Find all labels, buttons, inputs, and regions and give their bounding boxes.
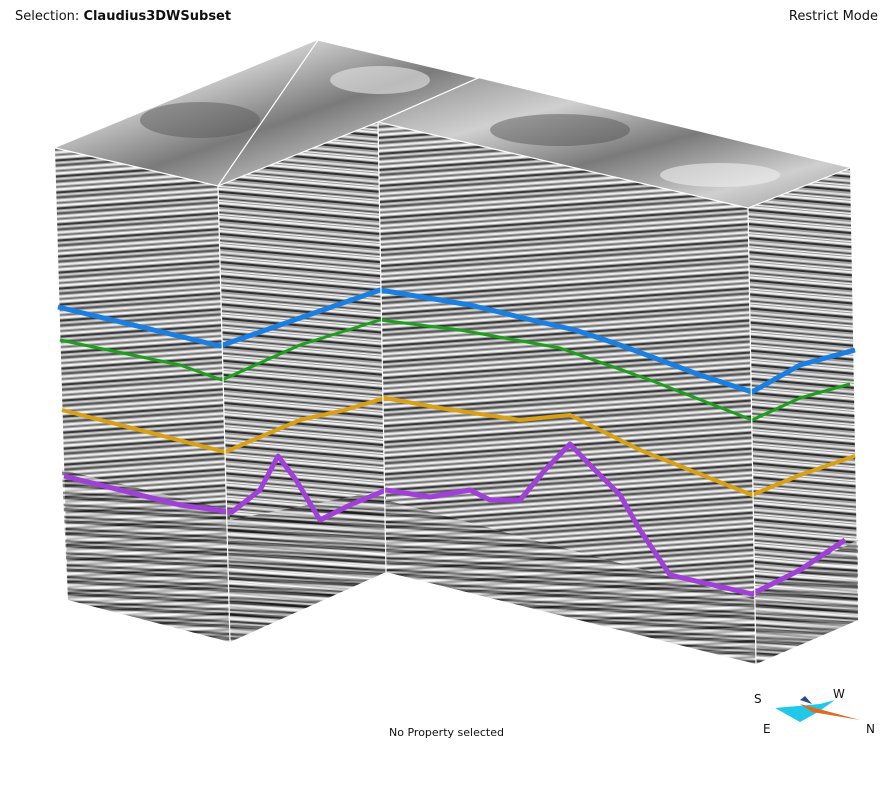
compass-arrow-north [800, 704, 860, 720]
property-status: No Property selected [389, 726, 504, 739]
3d-seismic-viewport[interactable] [0, 32, 893, 682]
compass-label-n: N [866, 722, 875, 736]
top-bar: Selection: Claudius3DWSubset Restrict Mo… [0, 0, 893, 32]
horizon-yellow [61, 396, 856, 497]
compass-label-e: E [763, 722, 771, 736]
horizon-blue [57, 287, 856, 395]
compass-icon[interactable]: S W E N [748, 684, 888, 744]
horizon-green [59, 318, 851, 422]
selection-label: Selection: [15, 9, 80, 24]
compass-label-w: W [833, 687, 845, 701]
selection-value[interactable]: Claudius3DWSubset [83, 9, 232, 24]
restrict-mode-label[interactable]: Restrict Mode [788, 9, 878, 24]
selection-indicator: Selection: Claudius3DWSubset [15, 9, 231, 24]
compass-arrow-main [775, 700, 835, 722]
compass-label-s: S [754, 692, 762, 706]
volume-edges [54, 39, 851, 665]
compass-arrow-dark [800, 696, 812, 704]
seismic-face-right-side [748, 168, 858, 664]
horizon-purple [63, 441, 847, 597]
